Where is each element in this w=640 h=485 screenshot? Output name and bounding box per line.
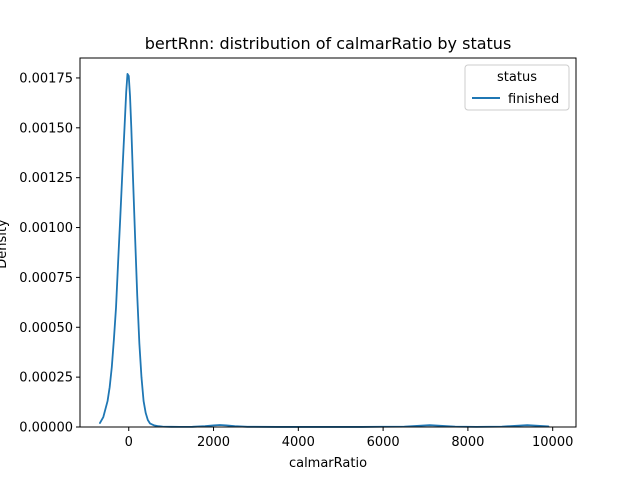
y-tick-label: 0.00150 bbox=[19, 121, 73, 136]
x-tick-label: 0 bbox=[125, 435, 133, 450]
y-tick-label: 0.00075 bbox=[19, 271, 73, 286]
y-axis-label: Density bbox=[0, 219, 10, 269]
axes-layer: 0 2000 4000 6000 8000 10000 0.00000 0.00025 0.00… bbox=[19, 57, 577, 450]
x-tick-label: 10000 bbox=[532, 435, 573, 450]
x-tick-label: 2000 bbox=[197, 435, 230, 450]
y-tick-label: 0.00050 bbox=[19, 321, 73, 336]
x-tick-label: 6000 bbox=[367, 435, 400, 450]
legend: status finished bbox=[464, 64, 570, 111]
x-tick-label: 4000 bbox=[282, 435, 315, 450]
y-tick-label: 0.00000 bbox=[19, 421, 73, 436]
y-tick-label: 0.00025 bbox=[19, 371, 73, 386]
axes-frame bbox=[79, 57, 577, 428]
plot-layer bbox=[99, 73, 550, 428]
y-tick-label: 0.00125 bbox=[19, 171, 73, 186]
legend-label-finished: finished bbox=[508, 92, 559, 107]
series-line-finished bbox=[99, 73, 550, 428]
y-tick-label: 0.00175 bbox=[19, 71, 73, 86]
chart-title: bertRnn: distribution of calmarRatio by … bbox=[145, 34, 512, 53]
x-axis-label: calmarRatio bbox=[289, 456, 367, 471]
x-tick-label: 8000 bbox=[451, 435, 484, 450]
legend-title: status bbox=[497, 70, 537, 85]
y-tick-label: 0.00100 bbox=[19, 221, 73, 236]
